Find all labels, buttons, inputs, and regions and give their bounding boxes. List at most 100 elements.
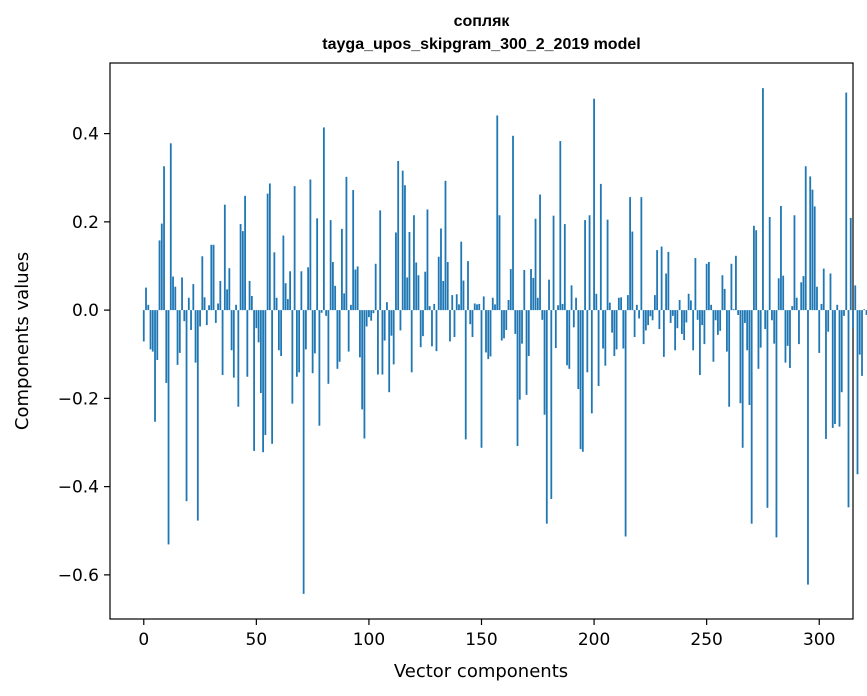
bar-74 <box>309 179 312 311</box>
bar-143 <box>464 310 467 440</box>
bar-20 <box>187 297 190 311</box>
bar-67 <box>293 186 296 311</box>
bar-114 <box>399 310 402 331</box>
bar-38 <box>228 268 231 311</box>
bar-303 <box>825 310 827 439</box>
bar-224 <box>647 310 650 326</box>
bar-106 <box>381 310 384 375</box>
bar-116 <box>404 185 406 311</box>
bar-1 <box>145 287 147 311</box>
bar-282 <box>777 278 780 311</box>
bar-294 <box>804 166 807 311</box>
bar-218 <box>633 310 636 338</box>
bar-13 <box>172 276 174 311</box>
bar-71 <box>302 310 305 594</box>
x-tick-label: 200 <box>578 630 610 650</box>
bar-306 <box>831 310 834 428</box>
bar-177 <box>541 310 544 320</box>
bar-211 <box>617 297 620 311</box>
bar-252 <box>710 304 713 311</box>
bar-179 <box>545 310 548 524</box>
bar-60 <box>277 310 280 351</box>
bar-7 <box>158 240 161 311</box>
bar-157 <box>496 115 499 311</box>
bar-121 <box>415 262 418 311</box>
bar-150 <box>480 310 483 448</box>
bar-188 <box>566 310 568 366</box>
bar-280 <box>773 310 776 344</box>
bar-207 <box>608 302 611 311</box>
bar-245 <box>694 258 697 311</box>
bar-55 <box>266 193 269 311</box>
bar-222 <box>642 310 645 345</box>
x-tick-label: 0 <box>138 630 149 650</box>
bar-148 <box>476 304 478 311</box>
x-tick-label: 50 <box>246 630 268 650</box>
bar-204 <box>602 310 604 349</box>
bar-202 <box>597 310 600 387</box>
bar-247 <box>699 310 701 375</box>
bar-187 <box>563 224 566 311</box>
bar-66 <box>291 310 294 404</box>
bar-221 <box>640 197 643 311</box>
bar-139 <box>455 294 458 311</box>
bar-118 <box>408 232 411 311</box>
bar-230 <box>660 246 663 311</box>
bar-4 <box>151 310 154 352</box>
bar-283 <box>780 205 782 311</box>
bar-108 <box>386 302 388 311</box>
bar-203 <box>599 183 602 311</box>
bar-281 <box>775 310 778 538</box>
bar-192 <box>575 297 577 311</box>
bar-256 <box>719 310 722 331</box>
bar-242 <box>687 293 690 311</box>
bar-63 <box>284 283 287 311</box>
bar-155 <box>491 297 494 311</box>
bar-30 <box>210 244 213 311</box>
bar-266 <box>741 310 744 448</box>
x-tick-label: 300 <box>803 630 835 650</box>
chart-title: сопляк <box>453 13 510 30</box>
bar-190 <box>570 285 573 311</box>
bar-200 <box>593 98 595 311</box>
bar-239 <box>680 310 683 334</box>
bar-161 <box>505 310 508 330</box>
x-tick-label: 150 <box>465 630 497 650</box>
bar-205 <box>604 310 607 366</box>
bar-156 <box>494 304 496 311</box>
bar-34 <box>219 280 222 311</box>
bar-133 <box>442 280 445 311</box>
bar-299 <box>816 286 818 311</box>
bar-196 <box>584 220 586 311</box>
bar-141 <box>460 241 463 311</box>
bar-217 <box>631 231 634 311</box>
bar-145 <box>469 310 472 325</box>
y-axis: −0.6 −0.4 −0.2 0.0 0.2 0.4 <box>58 125 110 586</box>
bar-43 <box>239 224 242 311</box>
bar-105 <box>379 210 382 311</box>
bar-127 <box>428 306 431 311</box>
bar-288 <box>791 306 794 311</box>
bar-170 <box>525 310 528 395</box>
bar-199 <box>590 310 593 414</box>
bar-268 <box>746 310 749 351</box>
bar-208 <box>611 310 613 333</box>
bar-21 <box>190 310 192 330</box>
bar-85 <box>334 285 337 311</box>
bar-276 <box>764 310 767 330</box>
bar-158 <box>498 215 501 311</box>
bar-50 <box>255 310 258 329</box>
bar-166 <box>516 310 519 447</box>
bar-70 <box>300 271 303 311</box>
bar-93 <box>352 190 355 311</box>
bar-48 <box>250 295 253 311</box>
bar-140 <box>458 304 460 311</box>
bar-300 <box>818 310 821 353</box>
bar-183 <box>554 310 557 349</box>
bar-302 <box>822 268 825 311</box>
x-tick-label: 250 <box>690 630 722 650</box>
bar-82 <box>327 310 330 384</box>
bar-102 <box>372 310 375 314</box>
y-tick-label: 0.0 <box>72 301 99 321</box>
bar-87 <box>338 310 341 362</box>
